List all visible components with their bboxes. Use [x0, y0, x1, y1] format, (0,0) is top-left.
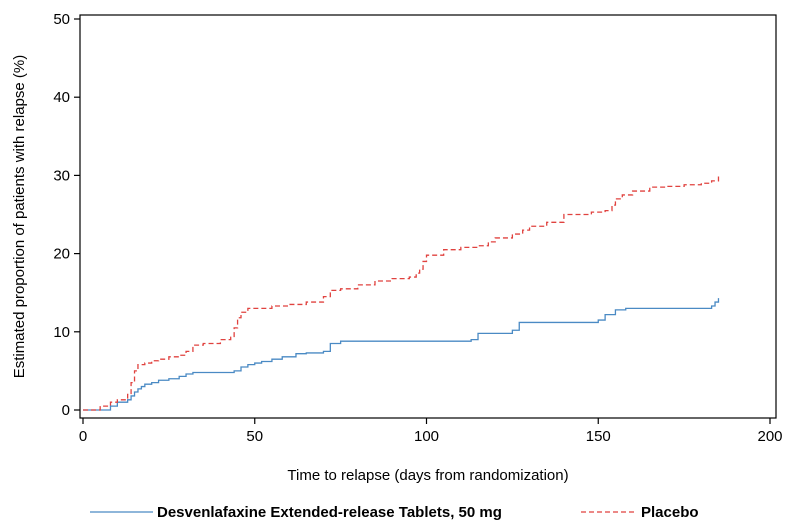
- plot-area: [79, 14, 777, 419]
- legend: Desvenlafaxine Extended-release Tablets,…: [90, 504, 699, 521]
- plot-frame: [79, 14, 777, 419]
- y-axis: 0 10 20 30 40 50: [53, 11, 80, 419]
- y-tick-label: 50: [53, 11, 70, 28]
- series-line-desvenlafaxine: [83, 298, 720, 411]
- y-tick-label: 40: [53, 89, 70, 106]
- y-tick-label: 0: [62, 402, 70, 419]
- x-tick-label: 150: [586, 428, 611, 445]
- x-tick-label: 200: [757, 428, 782, 445]
- x-axis: 0 50 100 150 200: [79, 418, 783, 445]
- legend-label: Desvenlafaxine Extended-release Tablets,…: [157, 504, 502, 521]
- y-axis-title: Estimated proportion of patients with re…: [11, 55, 28, 379]
- legend-label: Placebo: [641, 504, 699, 521]
- y-tick-label: 20: [53, 246, 70, 263]
- y-tick-label: 30: [53, 167, 70, 184]
- series-layer: [83, 175, 720, 411]
- series-line-placebo: [83, 175, 720, 411]
- y-tick-label: 10: [53, 324, 70, 341]
- x-tick-label: 50: [246, 428, 263, 445]
- x-tick-label: 100: [414, 428, 439, 445]
- x-tick-label: 0: [79, 428, 87, 445]
- x-axis-title: Time to relapse (days from randomization…: [287, 467, 568, 484]
